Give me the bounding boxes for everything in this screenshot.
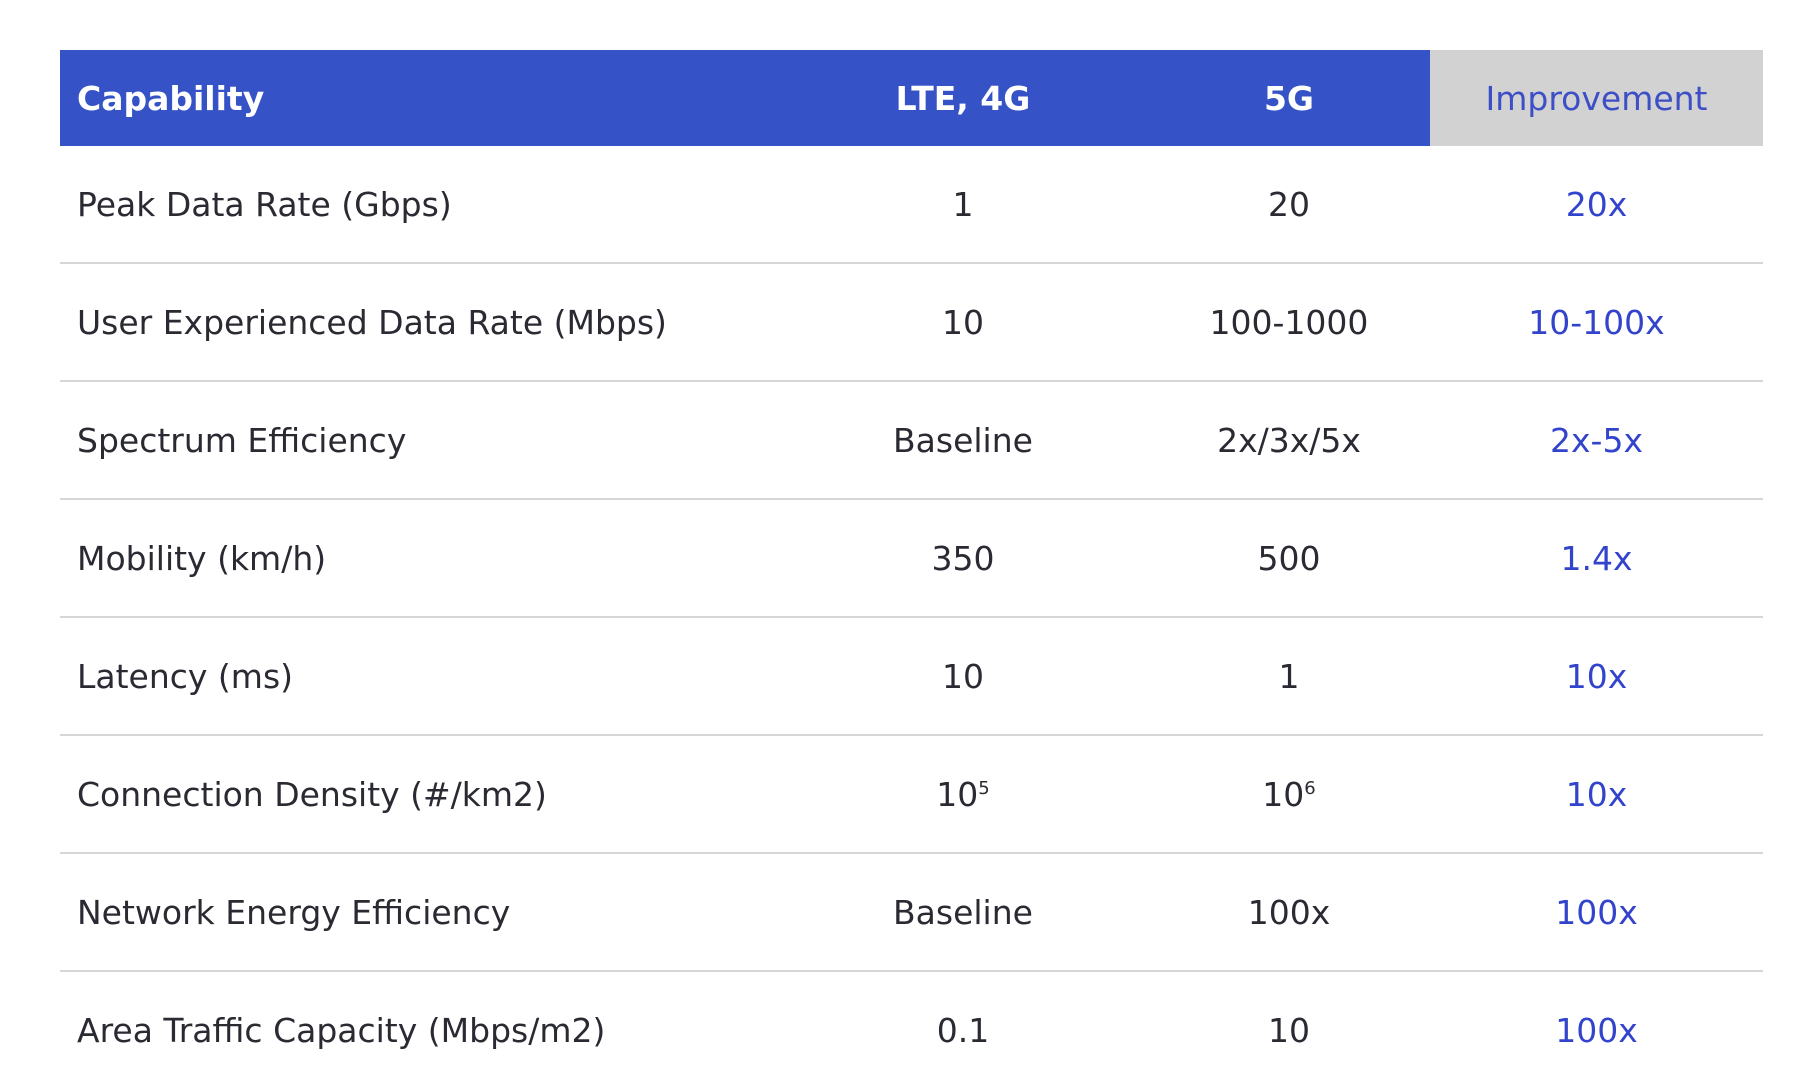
- cell-lte: Baseline: [778, 893, 1148, 932]
- cell-capability: Connection Density (#/km2): [60, 775, 778, 814]
- cell-improvement: 10x: [1430, 736, 1763, 852]
- table-row: Latency (ms) 10 1 10x: [60, 618, 1763, 736]
- cell-capability-value: Mobility (km/h): [77, 538, 327, 578]
- cell-improvement-value: 100x: [1555, 1010, 1638, 1050]
- header-improvement: Improvement: [1430, 50, 1763, 146]
- cell-capability-value: Latency (ms): [77, 656, 294, 696]
- cell-5g: 106: [1148, 775, 1430, 814]
- cell-capability: Spectrum Efficiency: [60, 421, 778, 460]
- cell-5g: 10: [1148, 1011, 1430, 1050]
- cell-improvement-value: 100x: [1555, 892, 1638, 932]
- cell-5g: 100-1000: [1148, 303, 1430, 342]
- cell-lte: 350: [778, 539, 1148, 578]
- cell-improvement-value: 20x: [1565, 184, 1628, 224]
- cell-capability-value: Network Energy Efficiency: [77, 892, 511, 932]
- cell-lte-value: 10: [942, 656, 984, 696]
- table-row: Mobility (km/h) 350 500 1.4x: [60, 500, 1763, 618]
- cell-lte-value: 0.1: [936, 1010, 990, 1050]
- table-row: Peak Data Rate (Gbps) 1 20 20x: [60, 146, 1763, 264]
- cell-5g-value: 20: [1268, 184, 1310, 224]
- cell-capability: Mobility (km/h): [60, 539, 778, 578]
- cell-5g: 2x/3x/5x: [1148, 421, 1430, 460]
- cell-capability: Peak Data Rate (Gbps): [60, 185, 778, 224]
- cell-lte: 1: [778, 185, 1148, 224]
- cell-lte: Baseline: [778, 421, 1148, 460]
- cell-5g-value: 2x/3x/5x: [1217, 420, 1361, 460]
- exponent: 6: [1304, 777, 1316, 799]
- cell-lte: 10: [778, 303, 1148, 342]
- cell-capability-value: Spectrum Efficiency: [77, 420, 407, 460]
- table-row: Spectrum Efficiency Baseline 2x/3x/5x 2x-5x: [60, 382, 1763, 500]
- cell-improvement: 10x: [1430, 618, 1763, 734]
- cell-lte: 0.1: [778, 1011, 1148, 1050]
- cell-5g-value: 100x: [1247, 892, 1331, 932]
- cell-capability-value: Area Traffic Capacity (Mbps/m2): [77, 1010, 606, 1050]
- cell-improvement: 10-100x: [1430, 264, 1763, 380]
- cell-5g-value: 10: [1268, 1010, 1310, 1050]
- cell-improvement: 20x: [1430, 146, 1763, 262]
- cell-improvement: 2x-5x: [1430, 382, 1763, 498]
- cell-improvement-value: 10x: [1565, 774, 1628, 814]
- cell-capability: Latency (ms): [60, 657, 778, 696]
- exponent: 5: [978, 777, 990, 799]
- cell-lte-value: Baseline: [893, 892, 1033, 932]
- cell-lte-value: 10: [936, 774, 979, 814]
- header-lte: LTE, 4G: [895, 78, 1031, 118]
- cell-capability: Area Traffic Capacity (Mbps/m2): [60, 1011, 778, 1050]
- cell-improvement: 100x: [1430, 972, 1763, 1088]
- cell-improvement: 1.4x: [1430, 500, 1763, 616]
- cell-5g-value: 10: [1262, 774, 1305, 814]
- cell-lte-value: Baseline: [893, 420, 1033, 460]
- cell-capability: Network Energy Efficiency: [60, 893, 778, 932]
- cell-improvement-value: 1.4x: [1560, 538, 1633, 578]
- table-row: Network Energy Efficiency Baseline 100x 100…: [60, 854, 1763, 972]
- cell-capability: User Experienced Data Rate (Mbps): [60, 303, 778, 342]
- comparison-table: Capability LTE, 4G 5G Improvement Peak D…: [60, 50, 1763, 1088]
- cell-lte-value: 350: [931, 538, 995, 578]
- cell-lte: 105: [778, 775, 1148, 814]
- cell-5g-value: 1: [1278, 656, 1300, 696]
- cell-5g-value: 500: [1257, 538, 1321, 578]
- table-row: Area Traffic Capacity (Mbps/m2) 0.1 10 100x: [60, 972, 1763, 1088]
- cell-lte-value: 10: [942, 302, 984, 342]
- header-capability: Capability: [77, 78, 265, 118]
- cell-capability-value: Connection Density (#/km2): [77, 774, 547, 814]
- cell-5g: 20: [1148, 185, 1430, 224]
- table-row: Connection Density (#/km2) 105 106 10x: [60, 736, 1763, 854]
- cell-improvement: 100x: [1430, 854, 1763, 970]
- cell-5g: 500: [1148, 539, 1430, 578]
- cell-5g: 1: [1148, 657, 1430, 696]
- cell-lte: 10: [778, 657, 1148, 696]
- cell-capability-value: Peak Data Rate (Gbps): [77, 184, 452, 224]
- cell-5g: 100x: [1148, 893, 1430, 932]
- table-row: User Experienced Data Rate (Mbps) 10 100-1…: [60, 264, 1763, 382]
- cell-lte-value: 1: [952, 184, 974, 224]
- cell-5g-value: 100-1000: [1209, 302, 1369, 342]
- cell-improvement-value: 2x-5x: [1550, 420, 1643, 460]
- cell-capability-value: User Experienced Data Rate (Mbps): [77, 302, 667, 342]
- cell-improvement-value: 10-100x: [1528, 302, 1665, 342]
- table-header: Capability LTE, 4G 5G Improvement: [60, 50, 1763, 146]
- cell-improvement-value: 10x: [1565, 656, 1628, 696]
- header-5g: 5G: [1263, 78, 1315, 118]
